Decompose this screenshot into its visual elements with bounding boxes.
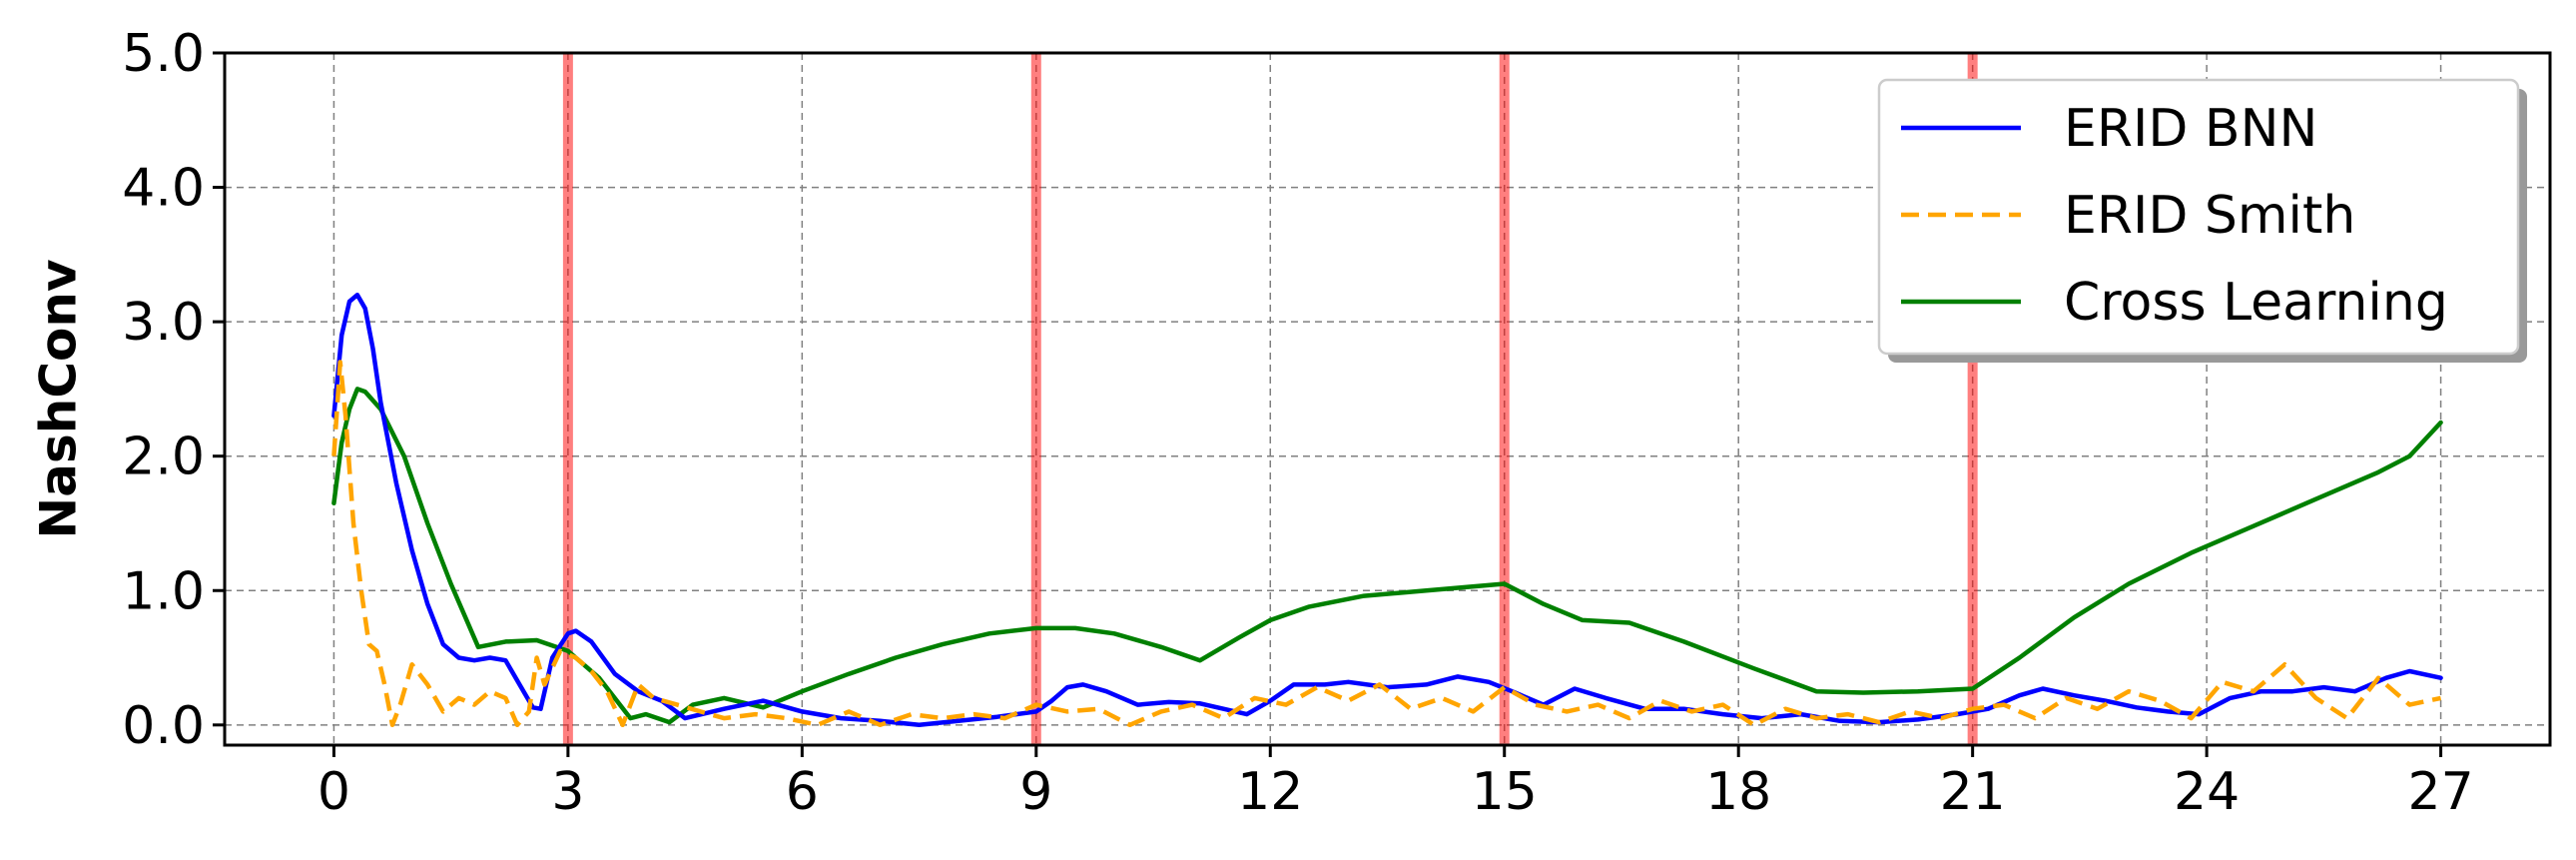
x-tick-label: 0 <box>318 762 350 822</box>
series-line-cross-learning <box>331 387 2443 725</box>
legend-label: ERID BNN <box>2064 99 2317 159</box>
plot-frame <box>223 51 2552 747</box>
phase-change-marker <box>1030 53 1041 745</box>
y-tick-label: 4.0 <box>122 159 205 219</box>
x-tick-label: 12 <box>1237 762 1303 822</box>
phase-change-marker <box>1967 53 1978 745</box>
x-tick-label: 27 <box>2407 762 2473 822</box>
legend: ERID BNN ERID Smith Cross Learning <box>1877 78 2527 363</box>
series-line-erid-smith <box>331 360 2442 728</box>
legend-box <box>1877 78 2520 356</box>
y-tick-label: 0.0 <box>122 696 205 756</box>
y-tick-label: 1.0 <box>122 561 205 621</box>
y-tick-label: 3.0 <box>122 293 205 353</box>
y-tick-label: 2.0 <box>122 428 205 487</box>
series-line-erid-bnn <box>331 292 2443 728</box>
x-tick-label: 3 <box>551 762 584 822</box>
x-tick-label: 18 <box>1705 762 1771 822</box>
legend-label: Cross Learning <box>2064 273 2448 333</box>
legend-label: ERID Smith <box>2064 186 2355 246</box>
x-tick-label: 15 <box>1472 762 1538 822</box>
y-axis-label: NashConv <box>30 259 88 538</box>
phase-change-marker <box>1499 53 1510 745</box>
axis-ticks: 0 3 6 9 12 15 18 21 24 27 0.0 1.0 2.0 3.0 4.0 5.0 <box>122 24 2473 822</box>
x-tick-label: 24 <box>2174 762 2240 822</box>
x-tick-label: 6 <box>786 762 819 822</box>
vertical-markers <box>562 53 1978 745</box>
phase-change-marker <box>562 53 573 745</box>
y-tick-label: 5.0 <box>122 24 205 84</box>
series-lines <box>331 292 2443 728</box>
x-tick-label: 21 <box>1940 762 2006 822</box>
x-tick-label: 9 <box>1019 762 1052 822</box>
